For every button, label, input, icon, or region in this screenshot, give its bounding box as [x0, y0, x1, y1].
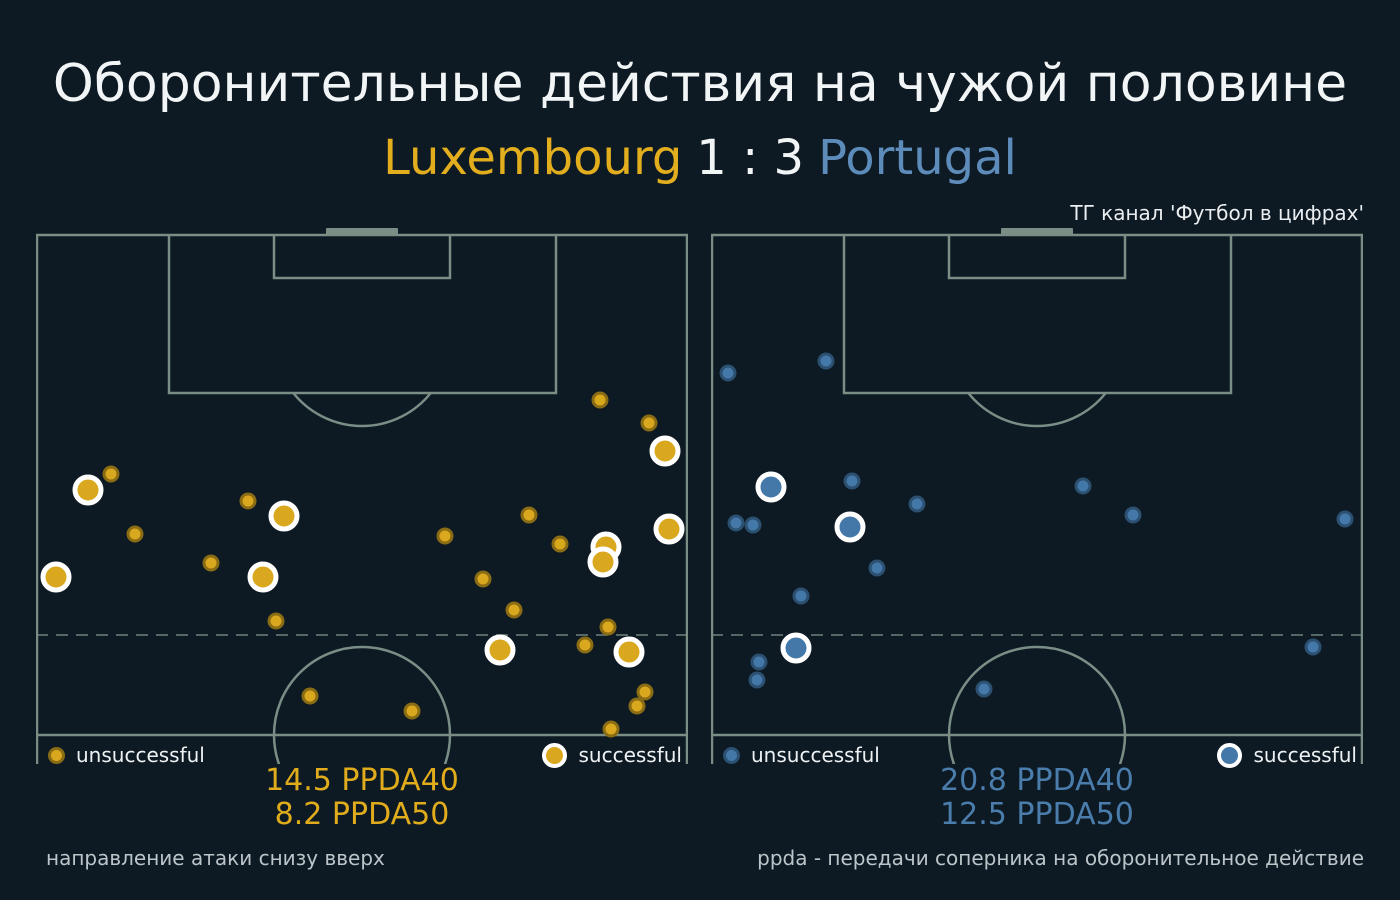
- ppda-stats-luxembourg: 14.5 PPDA40 8.2 PPDA50: [36, 764, 688, 832]
- unsuccessful-action-dot: [436, 527, 454, 545]
- pitch-field-portugal: [711, 228, 1363, 764]
- legend-successful-label: successful: [578, 743, 682, 767]
- goal: [326, 228, 398, 235]
- ppda40-value: 20.8 PPDA40: [940, 763, 1134, 798]
- unsuccessful-action-dot: [202, 554, 220, 572]
- unsuccessful-action-dot: [1304, 638, 1322, 656]
- unsuccessful-action-dot: [868, 559, 886, 577]
- attack-direction-note: направление атаки снизу вверх: [46, 846, 385, 870]
- successful-dot-icon: [1217, 742, 1243, 768]
- unsuccessful-action-dot: [102, 465, 120, 483]
- successful-action-dot: [268, 500, 300, 532]
- ppda40-value: 14.5 PPDA40: [265, 763, 459, 798]
- unsuccessful-action-dot: [975, 680, 993, 698]
- centre-circle: [947, 645, 1127, 764]
- match-score-line: Luxembourg 1 : 3 Portugal: [0, 130, 1400, 186]
- successful-action-dot: [613, 636, 645, 668]
- legend-unsuccessful-label: unsuccessful: [751, 743, 880, 767]
- unsuccessful-action-dot: [599, 618, 617, 636]
- unsuccessful-action-dot: [301, 687, 319, 705]
- successful-action-dot: [247, 561, 279, 593]
- successful-action-dot: [649, 435, 681, 467]
- unsuccessful-action-dot: [750, 653, 768, 671]
- successful-action-dot: [780, 632, 812, 664]
- centre-circle: [272, 645, 452, 764]
- unsuccessful-action-dot: [239, 492, 257, 510]
- unsuccessful-action-dot: [908, 495, 926, 513]
- ppda50-value: 12.5 PPDA50: [940, 797, 1134, 832]
- unsuccessful-action-dot: [126, 525, 144, 543]
- goal: [1001, 228, 1073, 235]
- unsuccessful-action-dot: [1336, 510, 1354, 528]
- unsuccessful-action-dot: [1124, 506, 1142, 524]
- successful-dot-icon: [542, 742, 568, 768]
- legend-row-luxembourg: unsuccessful successful: [36, 738, 688, 772]
- unsuccessful-action-dot: [602, 720, 620, 738]
- unsuccessful-action-dot: [727, 514, 745, 532]
- credit-label: ТГ канал 'Футбол в цифрах': [1070, 201, 1364, 225]
- successful-action-dot: [40, 561, 72, 593]
- unsuccessful-action-dot: [636, 683, 654, 701]
- unsuccessful-action-dot: [817, 352, 835, 370]
- unsuccessful-action-dot: [843, 472, 861, 490]
- away-team-name: Portugal: [818, 130, 1017, 186]
- unsuccessful-action-dot: [744, 516, 762, 534]
- unsuccessful-dot-icon: [48, 746, 65, 764]
- ppda50-value: 8.2 PPDA50: [274, 797, 450, 832]
- legend-unsuccessful: unsuccessful: [723, 743, 880, 767]
- unsuccessful-action-dot: [591, 391, 609, 409]
- page-title: Оборонительные действия на чужой половин…: [52, 54, 1348, 114]
- ppda-definition-note: ppda - передачи соперника на оборонитель…: [757, 846, 1364, 870]
- successful-action-dot: [834, 511, 866, 543]
- successful-action-dot: [755, 471, 787, 503]
- successful-action-dot: [587, 546, 619, 578]
- pitch-field-luxembourg: [36, 228, 688, 764]
- successful-action-dot: [72, 474, 104, 506]
- penalty-arc: [967, 392, 1107, 428]
- unsuccessful-action-dot: [719, 364, 737, 382]
- unsuccessful-dot-icon: [723, 746, 740, 764]
- ppda-stats-portugal: 20.8 PPDA40 12.5 PPDA50: [711, 764, 1363, 832]
- unsuccessful-action-dot: [551, 535, 569, 553]
- legend-row-portugal: unsuccessful successful: [711, 738, 1363, 772]
- unsuccessful-action-dot: [474, 570, 492, 588]
- penalty-box: [167, 235, 558, 395]
- goal-area: [272, 235, 452, 280]
- unsuccessful-action-dot: [792, 587, 810, 605]
- unsuccessful-action-dot: [505, 601, 523, 619]
- successful-action-dot: [653, 513, 685, 545]
- legend-successful: successful: [542, 742, 682, 768]
- goal-area: [947, 235, 1127, 280]
- match-score: 1 : 3: [696, 130, 805, 186]
- legend-successful-label: successful: [1253, 743, 1357, 767]
- unsuccessful-action-dot: [576, 636, 594, 654]
- penalty-box: [842, 235, 1233, 395]
- unsuccessful-action-dot: [1074, 477, 1092, 495]
- legend-successful: successful: [1217, 742, 1357, 768]
- unsuccessful-action-dot: [628, 697, 646, 715]
- home-team-name: Luxembourg: [383, 130, 683, 186]
- pitch-outline: [711, 233, 1363, 764]
- legend-unsuccessful: unsuccessful: [48, 743, 205, 767]
- pitch-outline: [36, 233, 688, 764]
- pitch-luxembourg: unsuccessful successful 14.5 PPDA40 8.2 …: [36, 227, 688, 867]
- unsuccessful-action-dot: [267, 612, 285, 630]
- successful-action-dot: [484, 634, 516, 666]
- unsuccessful-action-dot: [640, 414, 658, 432]
- penalty-arc: [292, 392, 432, 428]
- unsuccessful-action-dot: [403, 702, 421, 720]
- legend-unsuccessful-label: unsuccessful: [76, 743, 205, 767]
- unsuccessful-action-dot: [748, 671, 766, 689]
- unsuccessful-action-dot: [520, 506, 538, 524]
- pitch-portugal: unsuccessful successful 20.8 PPDA40 12.5…: [711, 227, 1363, 867]
